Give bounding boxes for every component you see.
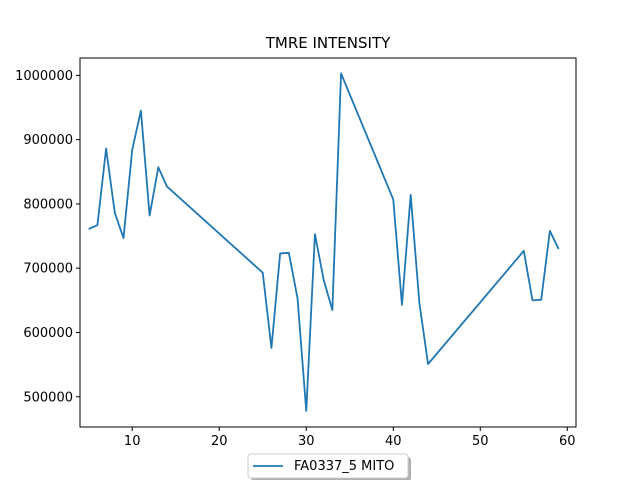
x-tick-label: 30: [298, 434, 315, 449]
y-tick-label: 500000: [23, 390, 73, 405]
y-tick-label: 700000: [23, 262, 73, 277]
legend[interactable]: FA0337_5 MITO: [247, 453, 411, 480]
x-tick-label: 40: [385, 434, 402, 449]
y-tick-label: 800000: [23, 197, 73, 212]
y-axis: 500000 600000 700000 800000 900000 1000000: [15, 69, 80, 405]
chart-title: TMRE INTENSITY: [265, 34, 391, 52]
y-tick-label: 900000: [23, 133, 73, 148]
plot-area: [79, 57, 577, 428]
series-layer: [88, 72, 560, 412]
x-tick-label: 50: [472, 434, 489, 449]
x-tick-label: 20: [211, 434, 228, 449]
x-tick-label: 10: [124, 434, 141, 449]
x-axis: 10 20 30 40 50 60: [124, 427, 576, 449]
x-tick-label: 60: [559, 434, 576, 449]
legend-label: FA0337_5 MITO: [294, 459, 394, 474]
y-tick-label: 1000000: [15, 69, 73, 84]
y-tick-label: 600000: [23, 326, 73, 341]
legend-box: [247, 453, 409, 479]
series-line: [88, 72, 560, 412]
